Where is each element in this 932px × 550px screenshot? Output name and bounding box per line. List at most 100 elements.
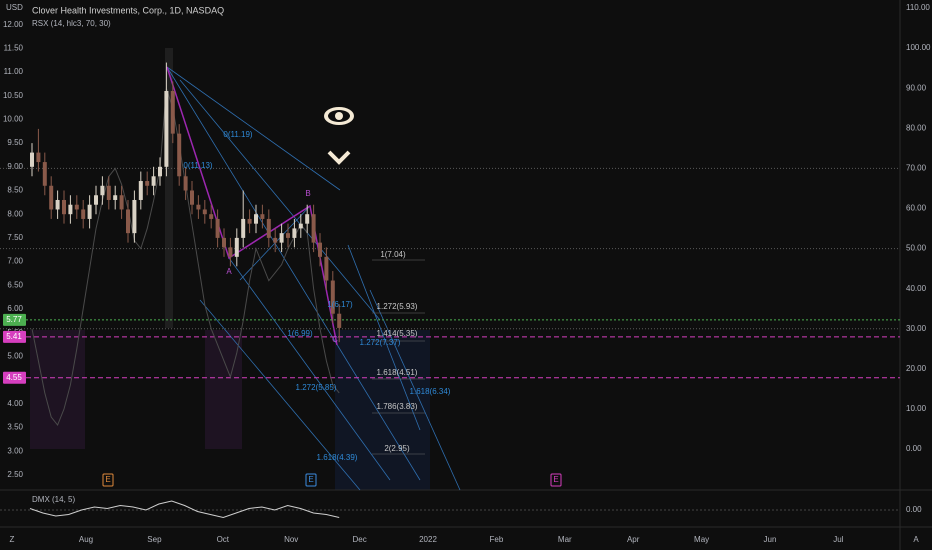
fib-label: 1.618(4.39) <box>317 453 358 462</box>
candle-body <box>94 195 98 205</box>
fib-label: 1.272(7.37) <box>360 338 401 347</box>
candle-body <box>113 195 118 200</box>
indicator-name: DMX (14, 5) <box>32 495 75 504</box>
y-tick-label: 10.50 <box>3 91 24 100</box>
candle-body <box>30 152 34 167</box>
y-tick-label: 4.00 <box>7 399 23 408</box>
fib-label: 1(6.99) <box>287 329 313 338</box>
y-tick-label: 10.00 <box>3 115 24 124</box>
y-tick-label: 6.50 <box>7 280 23 289</box>
price-tag-label: 5.41 <box>6 332 22 341</box>
candle-body <box>286 233 290 238</box>
candle-body <box>196 204 201 210</box>
fib-label: 1.272(5.93) <box>377 302 418 311</box>
y-tick-label: 8.00 <box>7 209 23 218</box>
y2-tick-label: 90.00 <box>906 83 927 92</box>
candle-body <box>190 190 194 205</box>
y-tick-label: 12.00 <box>3 20 24 29</box>
candle-body <box>126 209 130 234</box>
candle-body <box>298 223 303 229</box>
fib-label: 0(11.13) <box>183 161 213 170</box>
chevron-icon <box>327 150 351 165</box>
y2-tick-label: 100.00 <box>906 43 931 52</box>
candle-body <box>202 209 207 215</box>
candle-body <box>292 228 297 238</box>
candle-body <box>132 199 137 234</box>
candle-body <box>305 214 310 224</box>
candle-body <box>254 214 258 224</box>
wave-label: A <box>226 267 232 276</box>
x-tick-label: Aug <box>79 535 93 544</box>
candle-body <box>81 209 86 219</box>
candle-body <box>337 313 342 328</box>
candle-body <box>311 214 316 243</box>
candle-body <box>215 218 220 238</box>
candle-body <box>164 90 169 167</box>
dmx-tick-label: 0.00 <box>906 505 922 514</box>
y-tick-label: 7.00 <box>7 257 23 266</box>
price-tag-label: 5.77 <box>6 315 22 324</box>
indicator-name: RSX (14, hlc3, 70, 30) <box>32 19 111 28</box>
candle-body <box>260 214 265 219</box>
candle-body <box>183 176 188 191</box>
candle-body <box>228 247 233 257</box>
projection-zone <box>335 330 430 490</box>
x-tick-label: Feb <box>490 535 504 544</box>
candle-body <box>222 237 226 248</box>
y2-tick-label: 70.00 <box>906 164 927 173</box>
x-tick-label: Sep <box>147 535 162 544</box>
x-tick-label: Dec <box>352 535 366 544</box>
x-tick-label: May <box>694 535 709 544</box>
event-marker <box>550 473 562 487</box>
event-marker <box>102 473 114 487</box>
currency: USD <box>6 3 23 12</box>
event-label: E <box>553 475 558 484</box>
y2-tick-label: 0.00 <box>906 444 922 453</box>
y-tick-label: 11.00 <box>4 67 24 76</box>
x-tick-label: Mar <box>558 535 572 544</box>
candle-body <box>68 204 73 215</box>
candle-body <box>74 204 79 210</box>
event-label: E <box>308 475 313 484</box>
auto-button[interactable]: A <box>913 535 919 544</box>
event-marker <box>305 473 317 487</box>
candle-body <box>138 181 143 200</box>
y-tick-label: 5.00 <box>7 351 23 360</box>
x-tick-label: Oct <box>217 535 230 544</box>
y2-tick-label: 80.00 <box>906 123 927 132</box>
x-tick-label: Apr <box>627 535 640 544</box>
y2-tick-label: 10.00 <box>906 404 927 413</box>
fib-label: 1(7.04) <box>380 250 406 259</box>
candle-body <box>119 195 124 210</box>
candle-body <box>100 185 105 196</box>
candle-body <box>151 176 156 186</box>
y-tick-label: 3.50 <box>7 423 23 432</box>
zoom-button[interactable]: Z <box>10 535 15 544</box>
dmx-line <box>29 500 340 519</box>
fib-label: 1.414(5.35) <box>377 329 418 338</box>
candle-body <box>279 233 284 243</box>
fib-label: 1.786(3.83) <box>377 402 418 411</box>
y-tick-label: 2.50 <box>7 470 23 479</box>
candle-body <box>247 218 252 224</box>
oversold-zone <box>205 330 242 449</box>
candle-body <box>241 218 246 238</box>
y2-tick-label: 50.00 <box>906 244 927 253</box>
candle-body <box>266 218 271 238</box>
price-tag-label: 4.55 <box>6 373 22 382</box>
price-tag <box>3 371 26 384</box>
candle-body <box>87 204 92 219</box>
x-tick-label: Nov <box>284 535 298 544</box>
price-tag <box>3 330 26 343</box>
candle-body <box>209 214 214 219</box>
chart-title: Clover Health Investments, Corp., 1D, NA… <box>32 5 224 15</box>
fib-label: 0(11.19) <box>223 130 253 139</box>
fib-label: 1.618(4.51) <box>377 368 418 377</box>
y-tick-label: 7.50 <box>7 233 23 242</box>
candle-body <box>42 162 47 186</box>
x-tick-label: Jul <box>833 535 843 544</box>
candle-body <box>145 181 150 186</box>
candle-body <box>177 133 182 177</box>
y2-tick-label: 60.00 <box>906 204 927 213</box>
fib-label: 2(2.95) <box>384 444 410 453</box>
